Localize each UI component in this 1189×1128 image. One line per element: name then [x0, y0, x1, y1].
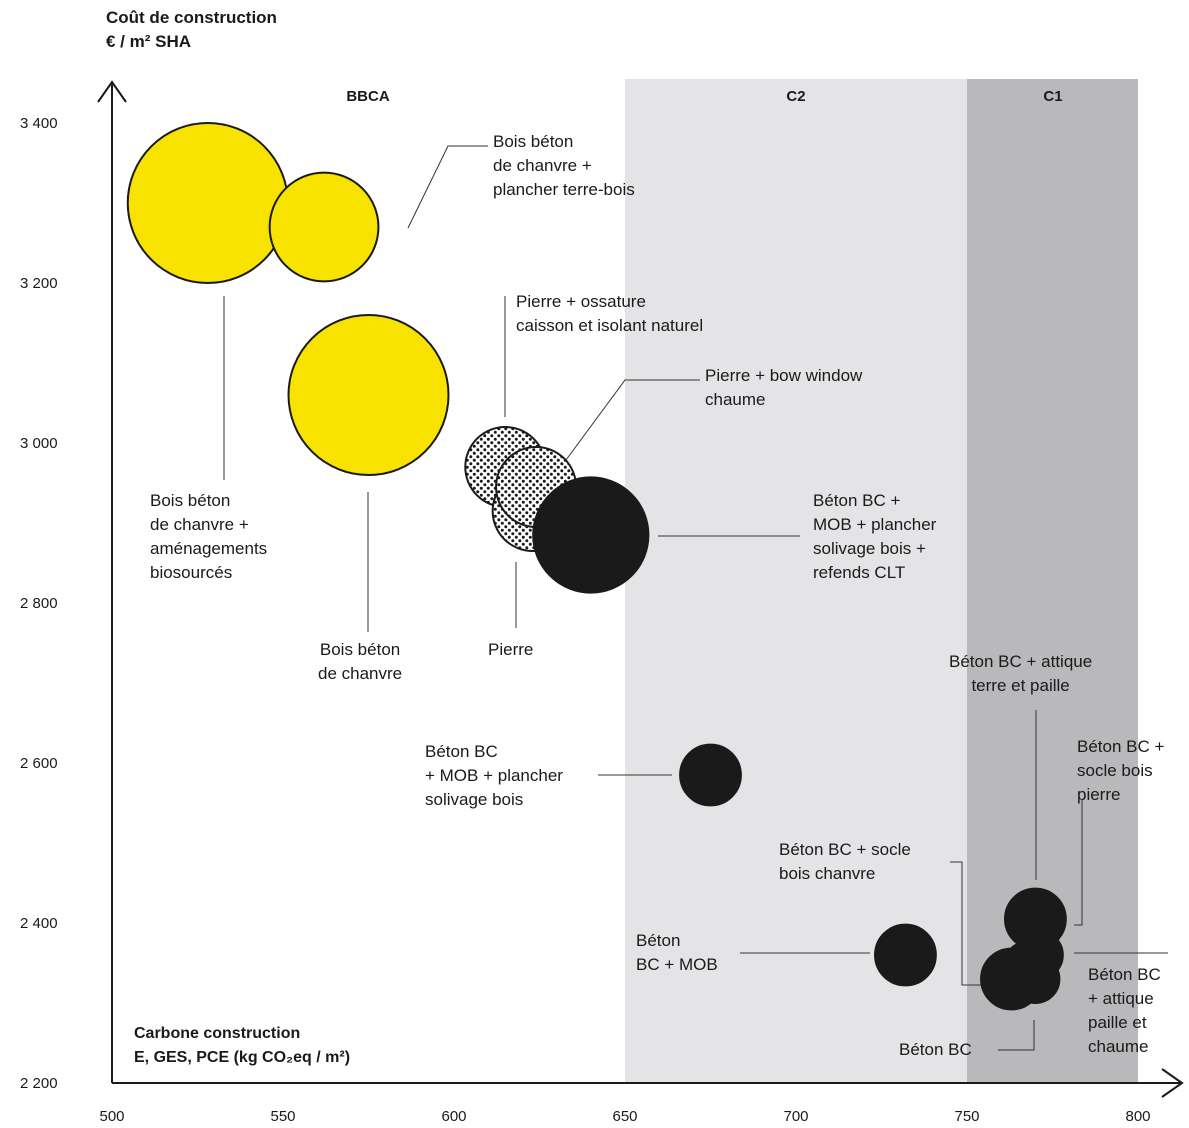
annotation-line: bois chanvre: [779, 864, 876, 883]
annotation-pierre-ossature: Pierre + ossature caisson et isolant nat…: [516, 290, 703, 338]
annotation-beton-socle-pierre: Béton BC + socle bois pierre: [1077, 735, 1164, 807]
annotation-line: terre et paille: [971, 676, 1070, 695]
bubble-point: [1001, 940, 1056, 994]
y-tick-label: 2 200: [20, 1075, 58, 1092]
annotation-line: refends CLT: [813, 563, 906, 582]
bubble-point: [268, 171, 380, 283]
bubble-point: [679, 743, 742, 807]
x-axis-title-line: E, GES, PCE (kg CO₂eq / m²): [134, 1049, 351, 1066]
annotation-beton-solivage: Béton BC + MOB + plancher solivage bois: [425, 740, 563, 812]
leader-line: [565, 379, 700, 461]
annotation-line: Bois béton: [493, 132, 574, 151]
y-axis-title-line: Coût de construction: [106, 8, 277, 27]
annotation-line: socle bois: [1077, 761, 1153, 780]
annotation-line: plancher terre-bois: [493, 180, 635, 199]
annotation-line: de chanvre +: [493, 156, 592, 175]
bubble-point: [126, 122, 289, 284]
annotation-bois-beton-amenagements: Bois béton de chanvre + aménagements bio…: [150, 489, 267, 585]
annotation-line: chaume: [1088, 1037, 1149, 1056]
annotation-line: Béton BC: [1088, 965, 1161, 984]
y-tick-label: 2 600: [20, 755, 58, 772]
y-axis-title: Coût de construction € / m² SHA: [106, 6, 277, 54]
annotation-beton-mob: Béton BC + MOB: [636, 929, 718, 977]
annotation-line: solivage bois: [425, 790, 524, 809]
x-tick-label: 650: [612, 1108, 638, 1125]
annotation-line: Pierre + ossature: [516, 292, 646, 311]
annotation-beton-socle-chanvre: Béton BC + socle bois chanvre: [779, 838, 911, 886]
annotation-line: de chanvre +: [150, 515, 249, 534]
annotation-line: Béton: [636, 931, 681, 950]
annotation-line: caisson et isolant naturel: [516, 316, 704, 335]
annotation-line: pierre: [1077, 785, 1121, 804]
annotation-line: paille et: [1088, 1013, 1147, 1032]
x-tick-label: 800: [1125, 1108, 1151, 1125]
y-tick-label: 3 000: [20, 435, 58, 452]
x-tick-label: 600: [441, 1108, 467, 1125]
leader-line: [407, 145, 488, 229]
annotation-beton-refends-clt: Béton BC + MOB + plancher solivage bois …: [813, 489, 936, 585]
annotation-line: Béton BC +: [1077, 737, 1165, 756]
y-tick-label: 2 800: [20, 595, 58, 612]
y-tick-label: 2 400: [20, 915, 58, 932]
annotation-beton-bc: Béton BC: [899, 1038, 972, 1062]
annotation-line: chaume: [705, 390, 766, 409]
annotation-line: Béton BC + socle: [779, 840, 911, 859]
annotation-line: Béton BC: [425, 742, 498, 761]
y-tick-label: 3 200: [20, 275, 58, 292]
leader-line: [950, 861, 985, 986]
annotation-beton-attique-terre: Béton BC + attique terre et paille: [949, 650, 1092, 698]
bubble-point: [287, 314, 450, 476]
annotation-line: aménagements: [150, 539, 268, 558]
annotation-bois-beton: Bois béton de chanvre: [318, 638, 402, 686]
annotation-pierre-bow-window: Pierre + bow window chaume: [705, 364, 862, 412]
annotation-bois-beton-plancher-terre-bois: Bois béton de chanvre + plancher terre-b…: [493, 130, 635, 202]
x-axis-arrow: [1161, 1068, 1184, 1098]
annotation-pierre: Pierre: [488, 638, 533, 662]
annotation-line: Béton BC +: [813, 491, 901, 510]
y-axis-arrow: [97, 80, 127, 103]
zone-label-c2: C2: [786, 88, 806, 105]
annotation-line: BC + MOB: [636, 955, 718, 974]
zone-label-bbca: BBCA: [346, 88, 390, 105]
annotation-beton-attique-paille: Béton BC + attique paille et chaume: [1088, 963, 1161, 1059]
annotation-line: + MOB + plancher: [425, 766, 563, 785]
leader-line: [1074, 800, 1083, 926]
x-axis-title-line: Carbone construction: [134, 1025, 301, 1042]
x-axis-title: Carbone construction E, GES, PCE (kg CO₂…: [134, 1022, 350, 1070]
annotation-line: solivage bois +: [813, 539, 926, 558]
annotation-line: de chanvre: [318, 664, 403, 683]
x-tick-label: 500: [99, 1108, 125, 1125]
annotation-line: Bois béton: [319, 640, 401, 659]
x-tick-label: 750: [954, 1108, 980, 1125]
x-tick-label: 700: [783, 1108, 809, 1125]
leader-line: [998, 1020, 1035, 1051]
zone-label-c1: C1: [1043, 88, 1063, 105]
annotation-line: Bois béton: [150, 491, 231, 510]
annotation-line: Béton BC + attique: [949, 652, 1093, 671]
annotation-line: Pierre + bow window: [705, 366, 863, 385]
zone-band-c2: [625, 79, 967, 1083]
bubble-point: [532, 476, 650, 594]
annotation-line: biosourcés: [150, 563, 233, 582]
annotation-line: Pierre: [488, 640, 534, 659]
annotation-line: Béton BC: [899, 1040, 972, 1059]
annotation-line: MOB + plancher: [813, 515, 937, 534]
bubble-point: [874, 923, 937, 987]
y-tick-label: 3 400: [20, 115, 58, 132]
y-axis-title-line: € / m² SHA: [106, 32, 192, 51]
x-tick-label: 550: [270, 1108, 296, 1125]
annotation-line: + attique: [1088, 989, 1154, 1008]
